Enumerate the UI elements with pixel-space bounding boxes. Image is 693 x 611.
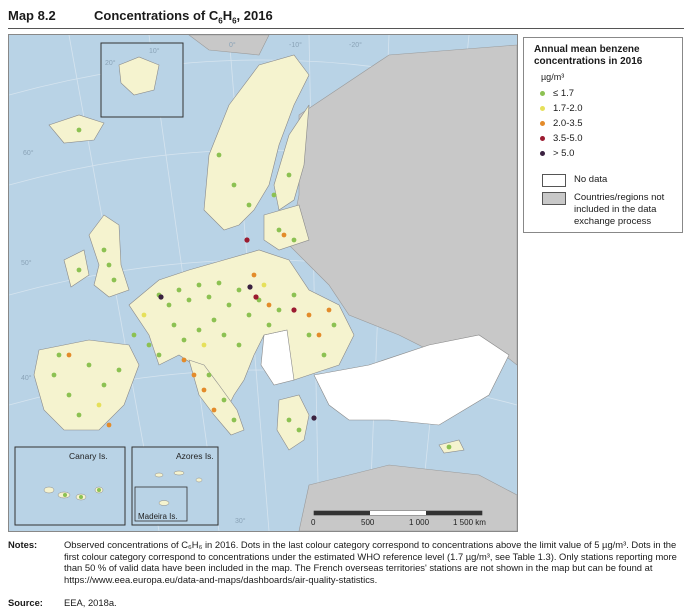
source-text: EEA, 2018a. bbox=[64, 597, 117, 608]
map-legend: Annual mean benzene concentrations in 20… bbox=[523, 37, 683, 233]
scale-label-500: 500 bbox=[361, 518, 375, 527]
legend-class-5: > 5.0 bbox=[540, 148, 574, 160]
monitoring-stations bbox=[51, 127, 452, 450]
station-dots-very-high bbox=[244, 237, 297, 313]
madeira-label: Madeira Is. bbox=[138, 512, 178, 521]
map-title: Concentrations of C6H6, 2016 bbox=[94, 8, 273, 26]
legend-title: Annual mean benzene concentrations in 20… bbox=[534, 44, 643, 67]
svg-text:-20°: -20° bbox=[349, 41, 362, 49]
svg-text:40°: 40° bbox=[21, 374, 32, 382]
scale-label-1000: 1 000 bbox=[409, 518, 430, 527]
map-header: Map 8.2 Concentrations of C6H6, 2016 bbox=[8, 6, 684, 29]
europe-map[interactable]: Canary Is. Azores Is. Madeira Is. 0 500 bbox=[9, 35, 517, 531]
station-dots-above-limit bbox=[158, 284, 317, 421]
azores-madeira-inset: Azores Is. Madeira Is. bbox=[131, 446, 219, 526]
station-dots-high bbox=[66, 232, 332, 428]
station-dots-low bbox=[51, 127, 452, 450]
map-number: Map 8.2 bbox=[8, 8, 56, 23]
scale-label-1500: 1 500 km bbox=[453, 518, 486, 527]
notes-text: Observed concentrations of C₆H₆ in 2016.… bbox=[64, 539, 677, 585]
svg-text:-10°: -10° bbox=[289, 41, 302, 49]
notes-label: Notes: bbox=[8, 539, 38, 550]
scale-bar: 0 500 1 000 1 500 km bbox=[311, 510, 486, 527]
legend-class-1: ≤ 1.7 bbox=[540, 88, 574, 100]
map-frame[interactable]: Canary Is. Azores Is. Madeira Is. 0 500 bbox=[8, 34, 518, 532]
svg-text:50°: 50° bbox=[21, 259, 32, 267]
scale-label-0: 0 bbox=[311, 518, 316, 527]
station-dots-mid bbox=[96, 282, 267, 408]
source-label: Source: bbox=[8, 597, 43, 608]
svg-text:30°: 30° bbox=[235, 517, 246, 525]
svg-text:60°: 60° bbox=[23, 149, 34, 157]
canary-label: Canary Is. bbox=[69, 451, 108, 461]
svg-text:0°: 0° bbox=[229, 41, 236, 49]
svg-text:10°: 10° bbox=[149, 47, 160, 55]
azores-label: Azores Is. bbox=[176, 451, 214, 461]
svg-text:20°: 20° bbox=[105, 59, 116, 67]
legend-class-2: 1.7-2.0 bbox=[540, 103, 583, 115]
canary-inset: Canary Is. bbox=[14, 446, 126, 526]
graticule-labels: 60° 50° 40° 30° 20° 10° 0° -10° -20° bbox=[21, 41, 362, 525]
legend-class-4: 3.5-5.0 bbox=[540, 133, 583, 145]
legend-class-3: 2.0-3.5 bbox=[540, 118, 583, 130]
legend-unit: µg/m³ bbox=[541, 72, 565, 82]
data-land bbox=[33, 54, 465, 454]
